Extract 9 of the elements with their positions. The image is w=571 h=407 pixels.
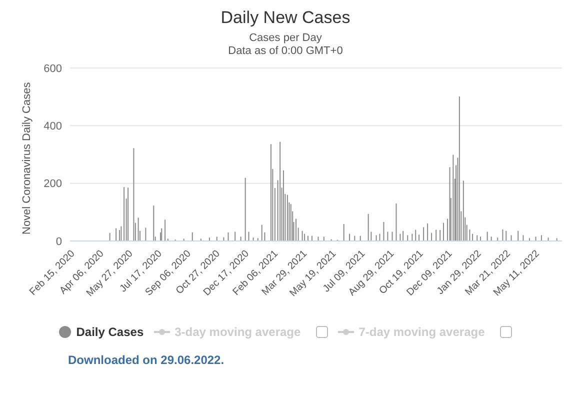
y-tick-label: 200: [44, 178, 62, 190]
y-tick-label: 400: [44, 120, 62, 133]
chart-subtitle: Cases per Day Data as of 0:00 GMT+0: [227, 32, 344, 58]
y-axis-title: Novel Coronavirus Daily Cases: [20, 82, 33, 234]
legend-label: Daily Cases: [76, 325, 144, 339]
text: Downloaded on 29.06.2022.: [68, 353, 226, 367]
chart-title: Daily New Cases: [220, 8, 352, 28]
y-tick-label: 0: [56, 236, 62, 248]
y-tick-label: 600: [44, 62, 62, 75]
